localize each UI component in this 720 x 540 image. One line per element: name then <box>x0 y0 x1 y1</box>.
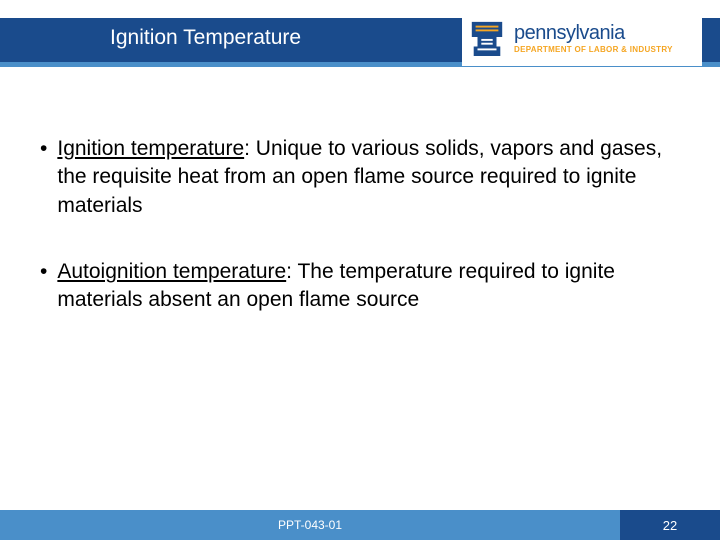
logo-main-text: pennsylvania <box>514 23 673 43</box>
page-number: 22 <box>663 518 677 533</box>
bullet-item: • Ignition temperature: Unique to variou… <box>40 135 680 220</box>
logo-area: pennsylvania DEPARTMENT OF LABOR & INDUS… <box>462 10 702 66</box>
bullet-term: Autoignition temperature <box>57 260 286 283</box>
bullet-marker: • <box>40 258 47 315</box>
footer-code: PPT-043-01 <box>278 518 342 532</box>
footer-bar-light: PPT-043-01 <box>0 510 620 540</box>
keystone-icon <box>468 18 506 58</box>
content-area: • Ignition temperature: Unique to variou… <box>40 135 680 353</box>
bullet-term: Ignition temperature <box>57 137 244 160</box>
bullet-marker: • <box>40 135 47 220</box>
bullet-text: Ignition temperature: Unique to various … <box>57 135 680 220</box>
bullet-item: • Autoignition temperature: The temperat… <box>40 258 680 315</box>
logo-sub-text: DEPARTMENT OF LABOR & INDUSTRY <box>514 45 673 54</box>
footer-bar-dark: 22 <box>620 510 720 540</box>
slide-title: Ignition Temperature <box>110 26 301 50</box>
bullet-text: Autoignition temperature: The temperatur… <box>57 258 680 315</box>
logo-text: pennsylvania DEPARTMENT OF LABOR & INDUS… <box>514 23 673 54</box>
